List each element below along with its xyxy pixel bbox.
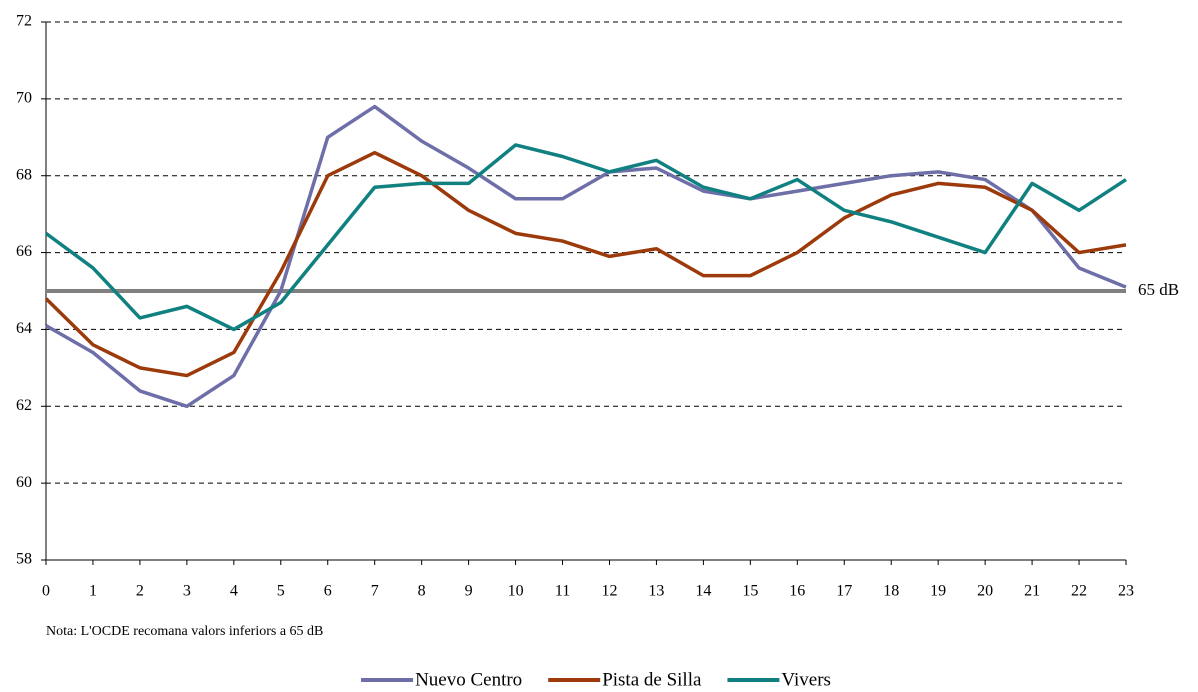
legend-label: Vivers [781,669,831,690]
x-tick-label: 6 [324,583,332,600]
y-tick-label: 66 [16,243,32,260]
legend-item: Pista de Silla [548,669,702,690]
x-tick-label: 15 [742,583,758,600]
x-tick-label: 0 [42,583,50,600]
x-tick-label: 19 [930,583,946,600]
reference-label: 65 dB [1138,280,1179,299]
x-tick-label: 13 [648,583,664,600]
y-tick-label: 60 [16,474,32,491]
series-line [44,143,1127,332]
x-tick-label: 21 [1024,583,1040,600]
x-tick-label: 11 [555,583,570,600]
legend: Nuevo Centro Pista de Silla Vivers [361,669,831,690]
x-tick-label: 22 [1071,583,1087,600]
legend-label: Pista de Silla [602,669,702,690]
x-tick-label: 18 [883,583,899,600]
legend-item: Vivers [727,669,831,690]
x-tick-label: 4 [230,583,238,600]
y-tick-label: 70 [16,90,32,107]
x-tick-label: 12 [601,583,617,600]
y-tick-label: 58 [16,551,32,568]
x-tick-label: 5 [277,583,285,600]
legend-item: Nuevo Centro [361,669,522,690]
x-tick-label: 7 [371,583,379,600]
x-tick-label: 10 [508,583,524,600]
x-tick-label: 8 [418,583,426,600]
note: Nota: L'OCDE recomana valors inferiors a… [46,624,323,639]
x-tick-label: 20 [977,583,993,600]
x-tick-label: 3 [183,583,191,600]
series-line [44,150,1127,378]
y-tick-label: 62 [16,397,32,414]
x-tick-label: 9 [465,583,473,600]
y-tick-label: 64 [16,320,32,337]
x-tick-label: 17 [836,583,852,600]
y-tick-label: 72 [16,13,32,30]
legend-label: Nuevo Centro [415,669,522,690]
y-tick-label: 68 [16,166,32,183]
x-tick-label: 23 [1118,583,1134,600]
x-tick-label: 14 [695,583,711,600]
x-tick-label: 2 [136,583,144,600]
x-tick-label: 16 [789,583,805,600]
x-tick-label: 1 [89,583,97,600]
series-line [45,104,1127,409]
